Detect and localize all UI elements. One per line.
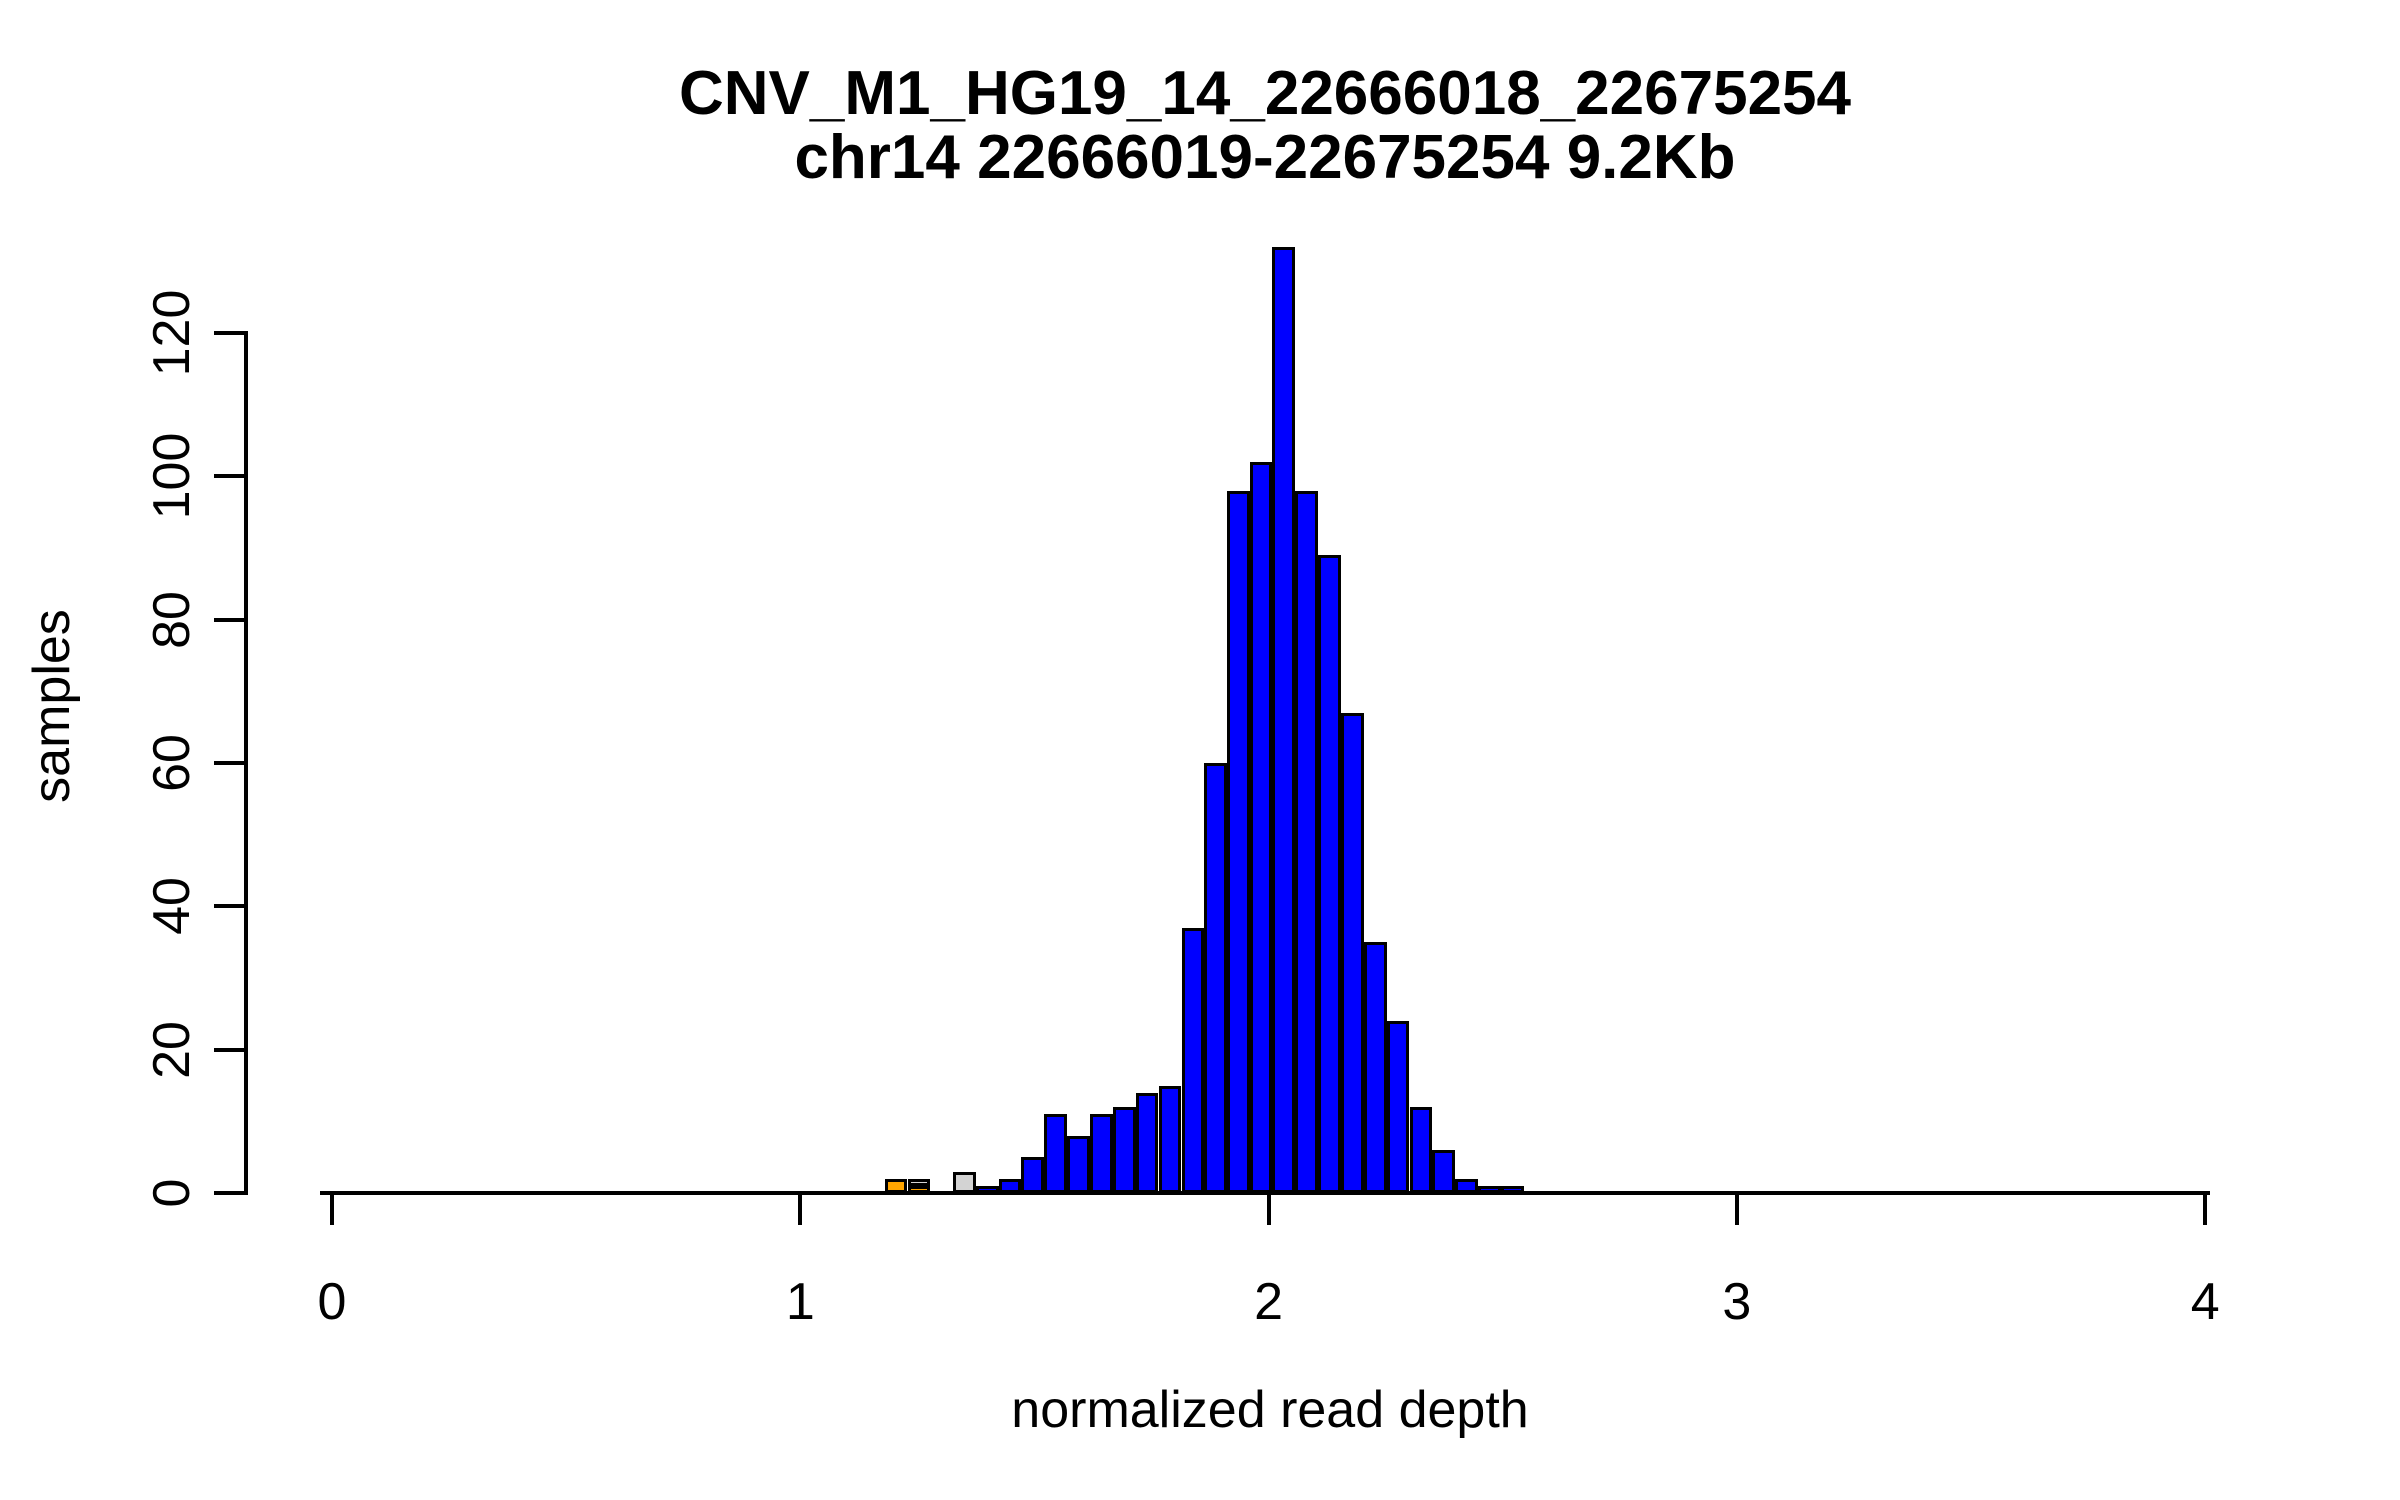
histogram-bar-segment (1158, 1085, 1182, 1193)
histogram-bar-segment (907, 1178, 931, 1186)
histogram-bar-segment (1181, 927, 1204, 1193)
histogram-bar-segment (1067, 1135, 1091, 1193)
y-axis-tick (214, 1047, 246, 1052)
x-axis-tick (1266, 1193, 1271, 1225)
histogram-bar-segment (1021, 1157, 1045, 1193)
histogram-bar-segment (1272, 247, 1296, 1193)
x-tick-label: 4 (2190, 1273, 2220, 1331)
y-tick-label: 0 (143, 1178, 201, 1208)
y-axis-tick (214, 474, 246, 479)
histogram-bar-segment (1112, 1107, 1136, 1193)
histogram-bar-segment (1340, 712, 1364, 1193)
histogram-bar-segment (1204, 763, 1227, 1193)
histogram-bar-segment (1249, 462, 1273, 1193)
x-tick-label: 2 (1254, 1273, 1284, 1331)
histogram-bar-segment (1135, 1092, 1159, 1193)
x-axis-tick (330, 1193, 334, 1225)
y-axis-tick (214, 904, 246, 909)
y-tick-label: 60 (143, 734, 201, 792)
x-tick-label: 0 (317, 1273, 347, 1331)
x-axis-tick (2203, 1193, 2208, 1225)
x-axis-line (320, 1191, 2210, 1195)
histogram-bar-segment (1363, 942, 1387, 1193)
x-tick-label: 1 (785, 1273, 815, 1331)
y-tick-label: 40 (143, 877, 201, 936)
y-axis-tick (214, 331, 246, 335)
histogram-bar-segment (1090, 1114, 1113, 1193)
histogram-bar-segment (1386, 1021, 1410, 1193)
histogram-bar-segment (1044, 1114, 1068, 1193)
x-axis-tick (1734, 1193, 1739, 1225)
y-tick-label: 120 (143, 289, 201, 377)
y-axis-tick (214, 761, 246, 765)
histogram-bar-segment (953, 1171, 976, 1193)
chart-title: CNV_M1_HG19_14_22666018_22675254 (678, 59, 1852, 128)
x-tick-label: 3 (1722, 1273, 1752, 1331)
y-axis-label: samples (23, 609, 81, 803)
y-axis-line (244, 331, 248, 1195)
x-axis-label: normalized read depth (1011, 1381, 1529, 1439)
x-axis-tick (798, 1193, 803, 1225)
histogram-bar-segment (1318, 555, 1341, 1193)
histogram-bar-segment (1295, 490, 1319, 1193)
y-tick-label: 100 (143, 432, 201, 520)
y-tick-label: 80 (143, 590, 201, 649)
histogram-bar-segment (1409, 1107, 1433, 1193)
y-tick-label: 20 (143, 1020, 201, 1079)
histogram-bar-segment (1432, 1150, 1455, 1193)
y-axis-tick (214, 617, 246, 622)
chart-subtitle: chr14 22666019-22675254 9.2Kb (794, 123, 1736, 192)
histogram-bar-segment (1226, 490, 1250, 1193)
y-axis-tick (214, 1191, 246, 1195)
